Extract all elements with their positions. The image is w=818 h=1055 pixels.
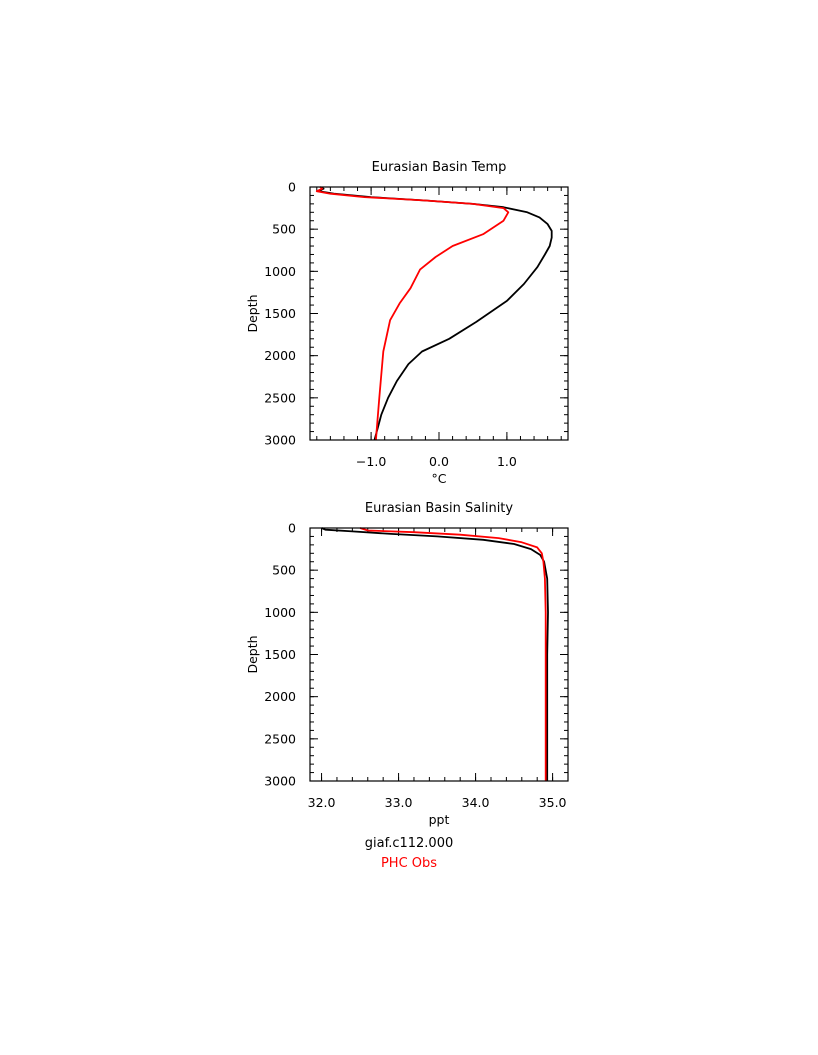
x-tick-label: 32.0 [308, 795, 336, 810]
x-tick-label: 34.0 [462, 795, 490, 810]
y-tick-label: 0 [288, 180, 296, 195]
x-tick-label: 33.0 [385, 795, 413, 810]
legend-item-obs: PHC Obs [380, 856, 438, 871]
y-tick-label: 1500 [264, 306, 296, 321]
salinity-panel: Eurasian Basin Salinity 0 500 1000 1500 2000 2… [245, 501, 569, 827]
y-tick-label: 2000 [264, 689, 296, 704]
y-tick-label: 0 [288, 521, 296, 536]
plot-frame [309, 527, 569, 782]
y-tick-label: 3000 [264, 433, 296, 448]
series-line-model [317, 186, 553, 441]
y-tick-label: 1000 [264, 605, 296, 620]
chart-title: Eurasian Basin Salinity [365, 501, 514, 516]
y-tick-label: 3000 [264, 774, 296, 789]
temp-panel: Eurasian Basin Temp 0 500 1000 1500 2000 2500 3… [245, 160, 569, 486]
y-tick-label: 500 [272, 222, 296, 237]
plot-frame [309, 186, 569, 441]
chart-title: Eurasian Basin Temp [372, 160, 507, 175]
x-tick-label: 35.0 [539, 795, 567, 810]
x-tick-label: −1.0 [356, 454, 386, 469]
series-line-obs [359, 527, 547, 781]
y-tick-label: 1500 [264, 647, 296, 662]
legend-item-model: giaf.c112.000 [364, 836, 454, 851]
x-tick-label: 1.0 [497, 454, 517, 469]
x-axis-label: ppt [429, 812, 450, 827]
y-tick-label: 2500 [264, 390, 296, 405]
x-tick-label: 0.0 [429, 454, 449, 469]
series-line-model [321, 527, 549, 781]
series-line-obs [315, 186, 510, 441]
y-tick-label: 500 [272, 563, 296, 578]
y-tick-label: 2500 [264, 731, 296, 746]
y-axis-label: Depth [245, 635, 260, 673]
y-tick-label: 2000 [264, 348, 296, 363]
x-axis-label: °C [432, 471, 447, 486]
y-tick-label: 1000 [264, 264, 296, 279]
y-axis-label: Depth [245, 294, 260, 332]
